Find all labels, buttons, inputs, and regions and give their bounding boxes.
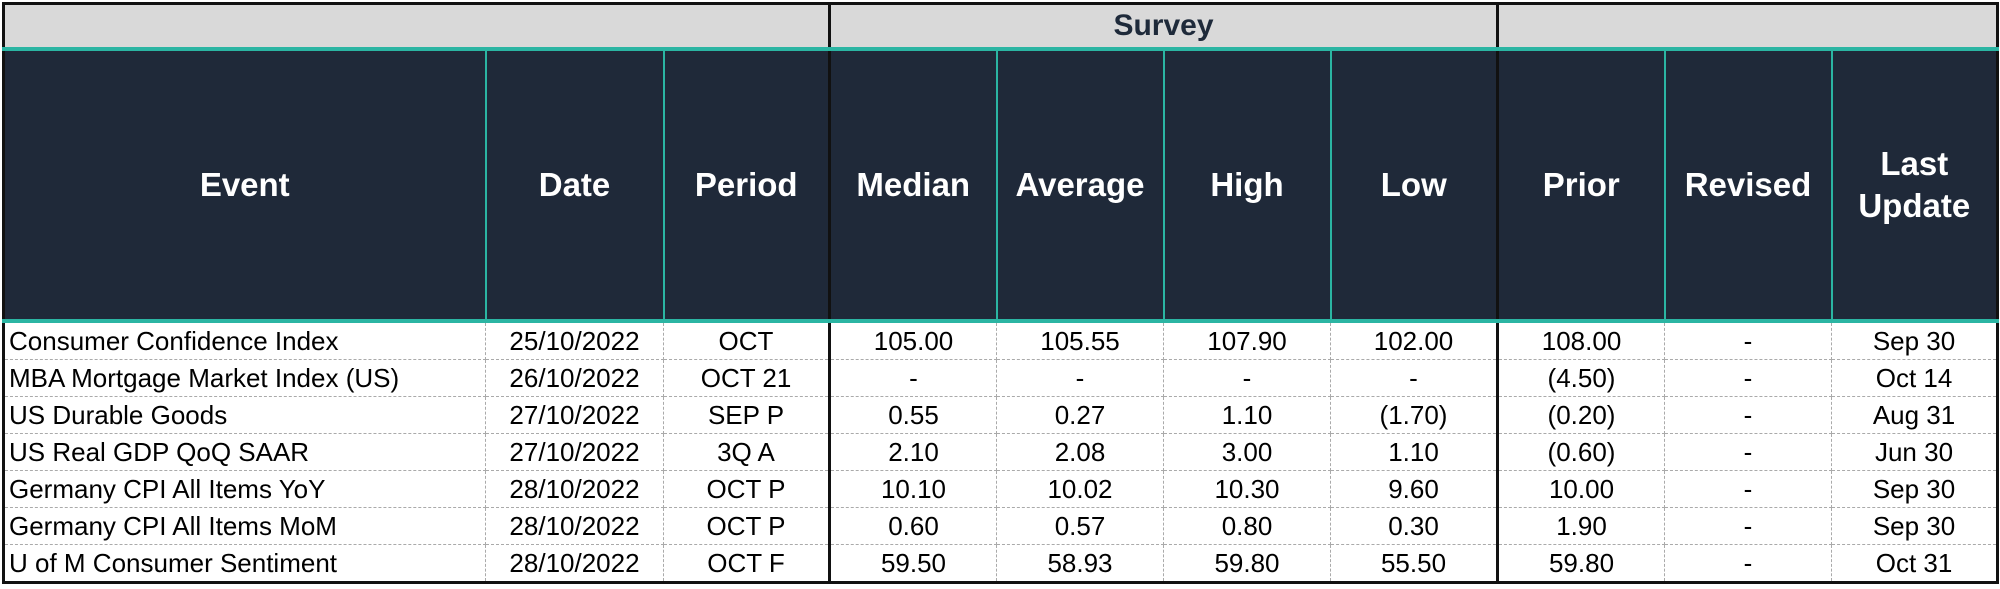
table-row: U of M Consumer Sentiment 28/10/2022 OCT F…	[2, 544, 2000, 584]
table-row: MBA Mortgage Market Index (US) 26/10/2022…	[2, 359, 2000, 397]
table-row: US Real GDP QoQ SAAR 27/10/2022 3Q A 2.10 2.…	[2, 433, 2000, 471]
cell-event: MBA Mortgage Market Index (US)	[2, 359, 486, 397]
cell-event: Germany CPI All Items MoM	[2, 507, 486, 545]
cell-revised: -	[1664, 396, 1833, 434]
col-header-event: Event	[2, 49, 487, 323]
cell-date: 26/10/2022	[485, 359, 664, 397]
cell-period: OCT	[663, 320, 830, 360]
cell-revised: -	[1664, 507, 1833, 545]
cell-last-update: Sep 30	[1831, 470, 2000, 508]
cell-period: SEP P	[663, 396, 830, 434]
cell-revised: -	[1664, 359, 1833, 397]
cell-date: 28/10/2022	[485, 470, 664, 508]
cell-revised: -	[1664, 320, 1833, 360]
cell-period: 3Q A	[663, 433, 830, 471]
cell-low: -	[1329, 359, 1499, 397]
col-header-last-update-line2: Update	[1858, 187, 1971, 224]
cell-prior: 10.00	[1496, 470, 1666, 508]
col-header-low: Low	[1329, 49, 1499, 323]
col-header-last-update: Last Update	[1830, 49, 2000, 323]
col-header-average: Average	[995, 49, 1165, 323]
cell-average: 0.57	[996, 507, 1164, 545]
col-header-median: Median	[828, 49, 998, 323]
cell-date: 28/10/2022	[485, 544, 664, 584]
cell-median: 0.55	[828, 396, 997, 434]
cell-median: 2.10	[828, 433, 997, 471]
cell-last-update: Sep 30	[1831, 507, 2000, 545]
cell-median: 0.60	[828, 507, 997, 545]
group-header-blank-right	[1496, 2, 2000, 51]
cell-prior: 59.80	[1496, 544, 1666, 584]
cell-prior: (0.60)	[1496, 433, 1666, 471]
cell-average: -	[996, 359, 1164, 397]
cell-median: -	[828, 359, 997, 397]
cell-revised: -	[1664, 433, 1833, 471]
cell-median: 10.10	[828, 470, 997, 508]
cell-event: U of M Consumer Sentiment	[2, 544, 486, 584]
cell-average: 105.55	[996, 320, 1164, 360]
cell-low: 9.60	[1329, 470, 1499, 508]
cell-low: 1.10	[1329, 433, 1499, 471]
col-header-prior: Prior	[1496, 49, 1666, 323]
cell-period: OCT 21	[663, 359, 830, 397]
cell-prior: (0.20)	[1496, 396, 1666, 434]
col-header-period: Period	[662, 49, 831, 323]
cell-high: 1.10	[1163, 396, 1331, 434]
column-header-row: Event Date Period Median Average High Lo…	[2, 49, 2000, 323]
cell-low: 0.30	[1329, 507, 1499, 545]
cell-date: 25/10/2022	[485, 320, 664, 360]
cell-last-update: Jun 30	[1831, 433, 2000, 471]
cell-revised: -	[1664, 470, 1833, 508]
cell-high: 59.80	[1163, 544, 1331, 584]
cell-prior: (4.50)	[1496, 359, 1666, 397]
cell-revised: -	[1664, 544, 1833, 584]
cell-period: OCT P	[663, 470, 830, 508]
table-row: Germany CPI All Items MoM 28/10/2022 OCT P…	[2, 507, 2000, 545]
survey-group-header: Survey	[827, 2, 1500, 51]
cell-high: 0.80	[1163, 507, 1331, 545]
cell-event: US Real GDP QoQ SAAR	[2, 433, 486, 471]
cell-prior: 1.90	[1496, 507, 1666, 545]
cell-median: 105.00	[828, 320, 997, 360]
cell-prior: 108.00	[1496, 320, 1666, 360]
group-header-blank-left	[2, 2, 831, 51]
cell-high: -	[1163, 359, 1331, 397]
cell-event: US Durable Goods	[2, 396, 486, 434]
cell-date: 28/10/2022	[485, 507, 664, 545]
table-row: Consumer Confidence Index 25/10/2022 OCT 10…	[2, 320, 2000, 360]
table-row: Germany CPI All Items YoY 28/10/2022 OCT P…	[2, 470, 2000, 508]
cell-event: Consumer Confidence Index	[2, 320, 486, 360]
group-header-row: Survey	[2, 2, 2000, 51]
cell-date: 27/10/2022	[485, 396, 664, 434]
cell-last-update: Oct 31	[1831, 544, 2000, 584]
cell-high: 3.00	[1163, 433, 1331, 471]
cell-average: 10.02	[996, 470, 1164, 508]
cell-average: 58.93	[996, 544, 1164, 584]
cell-date: 27/10/2022	[485, 433, 664, 471]
table-body: Consumer Confidence Index 25/10/2022 OCT 10…	[2, 320, 2000, 584]
table-row: US Durable Goods 27/10/2022 SEP P 0.55 0.27 1…	[2, 396, 2000, 434]
cell-low: 102.00	[1329, 320, 1499, 360]
cell-high: 107.90	[1163, 320, 1331, 360]
col-header-revised: Revised	[1663, 49, 1833, 323]
cell-period: OCT P	[663, 507, 830, 545]
cell-average: 2.08	[996, 433, 1164, 471]
cell-period: OCT F	[663, 544, 830, 584]
col-header-last-update-line1: Last	[1880, 145, 1949, 182]
cell-low: (1.70)	[1329, 396, 1499, 434]
cell-event: Germany CPI All Items YoY	[2, 470, 486, 508]
col-header-high: High	[1162, 49, 1332, 323]
cell-median: 59.50	[828, 544, 997, 584]
cell-low: 55.50	[1329, 544, 1499, 584]
cell-average: 0.27	[996, 396, 1164, 434]
col-header-date: Date	[484, 49, 665, 323]
cell-last-update: Sep 30	[1831, 320, 2000, 360]
cell-high: 10.30	[1163, 470, 1331, 508]
cell-last-update: Oct 14	[1831, 359, 2000, 397]
cell-last-update: Aug 31	[1831, 396, 2000, 434]
